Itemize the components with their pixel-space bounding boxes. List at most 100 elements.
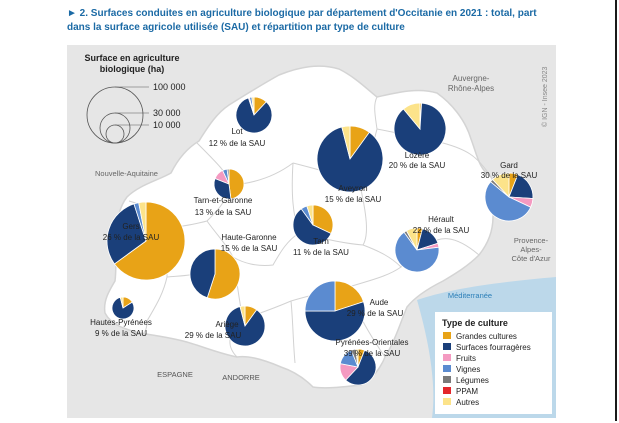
label-mediterranee: Méditerranée [448, 291, 492, 300]
pie-slice-gers-6 [138, 201, 147, 242]
pie-slice-lot-6 [251, 96, 255, 116]
pie-slice-tarn-0 [312, 204, 334, 235]
pie-slice-hautes-pyrenees-1 [111, 296, 135, 320]
pie-slice-haute-garonne-0 [206, 248, 241, 300]
type-label-0: Grandes cultures [456, 332, 517, 341]
dept-name-lozere: Lozère [405, 151, 430, 160]
label-provence: Provence- [514, 236, 549, 245]
size-label-30000: 30 000 [153, 108, 181, 118]
pie-slice-ariege-6 [239, 305, 246, 327]
label-nouvelle-aquitaine: Nouvelle-Aquitaine [95, 169, 158, 178]
dept-name-haute-garonne: Haute-Garonne [221, 233, 277, 242]
label-espagne: ESPAGNE [157, 370, 193, 379]
label-alpes: Alpes- [520, 245, 542, 254]
dept-name-aude: Aude [370, 298, 389, 307]
pie-haute-garonne [189, 248, 241, 300]
type-swatch-5 [443, 387, 451, 394]
size-legend-title-1: Surface en agriculture [84, 53, 179, 63]
dept-share-tarn: 11 % de la SAU [293, 248, 349, 257]
pie-slice-aude-0 [334, 280, 365, 312]
pie-slice-haute-garonne-1 [189, 248, 216, 299]
dept-share-aude: 29 % de la SAU [347, 309, 404, 318]
label-cote-azur: Côte d'Azur [512, 254, 551, 263]
dept-share-lot: 12 % de la SAU [209, 139, 266, 148]
pie-hautes-pyrenees [111, 296, 135, 320]
size-label-10000: 10 000 [153, 120, 181, 130]
dept-share-pyrenees-orientales: 39 % de la SAU [344, 349, 401, 358]
dept-share-hautes-pyrenees: 9 % de la SAU [95, 329, 147, 338]
pie-slice-tarn-1 [292, 208, 332, 246]
pie-slice-lot-1 [235, 97, 273, 134]
dept-share-gers: 26 % de la SAU [103, 233, 160, 242]
dept-name-aveyron: Aveyron [338, 184, 367, 193]
dept-share-gard: 30 % de la SAU [481, 171, 538, 180]
type-legend-box [435, 312, 552, 414]
type-label-5: PPAM [456, 387, 478, 396]
type-legend: Type de culture Grandes cultures Surfaces… [435, 312, 552, 414]
dept-name-gard: Gard [500, 161, 518, 170]
dept-name-gers: Gers [122, 222, 139, 231]
pie-slice-aude-3 [304, 280, 336, 312]
pie-gers [106, 201, 186, 281]
dept-name-ariege: Ariège [215, 320, 239, 329]
type-swatch-4 [443, 376, 451, 383]
size-legend: Surface en agriculture biologique (ha) 1… [84, 53, 186, 144]
type-swatch-2 [443, 354, 451, 361]
type-label-2: Fruits [456, 354, 476, 363]
dept-name-tarn: Tarn [313, 237, 329, 246]
pie-slice-herault-6 [405, 227, 418, 251]
dept-name-lot: Lot [231, 127, 243, 136]
pie-lozere [393, 102, 447, 156]
pie-slice-tarn-et-garonne-4 [226, 168, 230, 185]
pie-slice-pyrenees-orientales-1 [345, 349, 377, 386]
pie-slice-herault-3 [394, 231, 440, 273]
type-swatch-3 [443, 365, 451, 372]
pie-slice-aveyron-1 [316, 126, 384, 193]
pie-aveyron [316, 125, 384, 193]
pie-gard [484, 172, 534, 222]
pie-slice-hautes-pyrenees-6 [119, 296, 124, 309]
dept-share-ariege: 29 % de la SAU [185, 331, 242, 340]
figure-title: ► 2. Surfaces conduites en agriculture b… [67, 8, 537, 33]
pie-slice-tarn-et-garonne-1 [213, 177, 232, 200]
pie-aude [304, 280, 366, 342]
department-pies [106, 96, 534, 386]
pie-slice-tarn-6 [306, 204, 314, 226]
type-legend-title: Type de culture [442, 318, 508, 328]
type-swatch-1 [443, 343, 451, 350]
pie-tarn-et-garonne [213, 168, 245, 200]
type-swatch-0 [443, 332, 451, 339]
type-label-3: Vignes [456, 365, 480, 374]
type-label-4: Légumes [456, 376, 489, 385]
pie-slice-gers-0 [113, 201, 186, 281]
type-label-1: Surfaces fourragères [456, 343, 531, 352]
label-auvergne: Auvergne- [453, 74, 490, 83]
dept-share-aveyron: 15 % de la SAU [325, 195, 382, 204]
dept-share-lozere: 20 % de la SAU [389, 161, 446, 170]
pie-tarn [292, 204, 334, 246]
pie-slice-gard-3 [484, 181, 532, 222]
label-andorre: ANDORRE [222, 373, 260, 382]
dept-share-herault: 22 % de la SAU [413, 226, 470, 235]
pie-slice-lozere-6 [402, 102, 421, 131]
pie-pyrenees-orientales [339, 348, 377, 386]
dept-share-tarn-et-garonne: 13 % de la SAU [195, 208, 252, 217]
pie-slice-aveyron-6 [341, 125, 351, 160]
dept-name-herault: Hérault [428, 215, 455, 224]
dept-name-tarn-et-garonne: Tarn-et-Garonne [194, 196, 253, 205]
pie-slice-ariege-1 [224, 306, 266, 347]
pie-slice-aude-1 [304, 301, 366, 342]
map-svg: Auvergne- Rhône-Alpes Nouvelle-Aquitaine… [67, 45, 556, 418]
pie-herault [394, 227, 440, 273]
dept-name-hautes-pyrenees: Hautes-Pyrénées [90, 318, 152, 327]
department-labels: Lot 12 % de la SAU Lozère 20 % de la SAU… [90, 127, 537, 358]
map-figure: Auvergne- Rhône-Alpes Nouvelle-Aquitaine… [67, 45, 556, 418]
pie-ariege [224, 305, 266, 347]
type-swatch-6 [443, 398, 451, 405]
credit-text: © IGN - Insee 2023 [541, 66, 549, 127]
dept-name-pyrenees-orientales: Pyrénées-Orientales [336, 338, 409, 347]
dept-share-haute-garonne: 15 % de la SAU [221, 244, 278, 253]
pie-slice-tarn-et-garonne-0 [228, 168, 245, 200]
pie-slice-gard-6 [492, 172, 510, 199]
